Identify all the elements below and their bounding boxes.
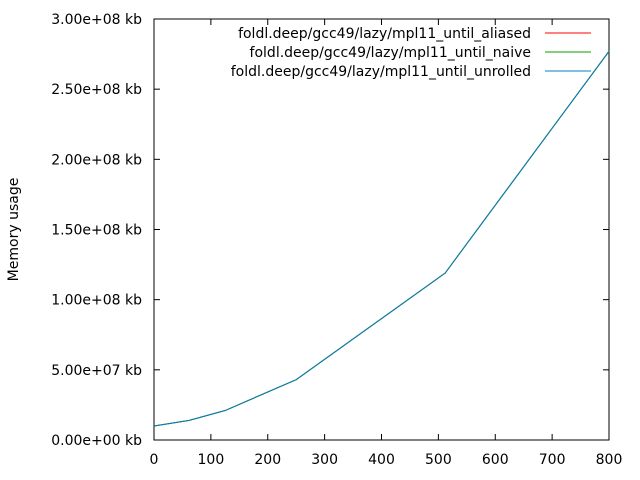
series-line-3 <box>153 50 610 427</box>
y-tick-label: 1.00e+08 kb <box>51 293 142 309</box>
plot-frame <box>153 18 610 441</box>
y-tick-label: 2.00e+08 kb <box>51 152 142 168</box>
x-tick-label: 200 <box>254 452 281 468</box>
x-tick-label: 0 <box>150 452 159 468</box>
x-tick-label: 400 <box>368 452 395 468</box>
y-tick-label: 2.50e+08 kb <box>51 82 142 98</box>
series-line-2 <box>153 50 610 427</box>
y-tick-label: 5.00e+07 kb <box>51 363 142 379</box>
y-tick-label: 0.00e+00 kb <box>51 433 142 449</box>
legend-label: foldl.deep/gcc49/lazy/mpl11_until_naive <box>250 45 531 61</box>
x-tick-label: 600 <box>482 452 509 468</box>
y-tick-label: 1.50e+08 kb <box>51 223 142 239</box>
series-line-1 <box>153 50 610 427</box>
legend-label: foldl.deep/gcc49/lazy/mpl11_until_unroll… <box>231 64 531 80</box>
x-tick-label: 500 <box>425 452 452 468</box>
legend: foldl.deep/gcc49/lazy/mpl11_until_aliase… <box>231 26 591 80</box>
y-axis-label: Memory usage <box>6 178 22 282</box>
y-tick-label: 3.00e+08 kb <box>51 12 142 28</box>
x-tick-label: 800 <box>596 452 623 468</box>
series-layer <box>153 50 610 427</box>
x-tick-label: 100 <box>198 452 225 468</box>
legend-label: foldl.deep/gcc49/lazy/mpl11_until_aliase… <box>238 26 531 42</box>
x-tick-label: 700 <box>539 452 566 468</box>
x-tick-label: 300 <box>311 452 338 468</box>
axis-ticks: 0 100 200 300 400 500 600 700 800 0.00e+00 kb 5.00… <box>51 12 622 468</box>
